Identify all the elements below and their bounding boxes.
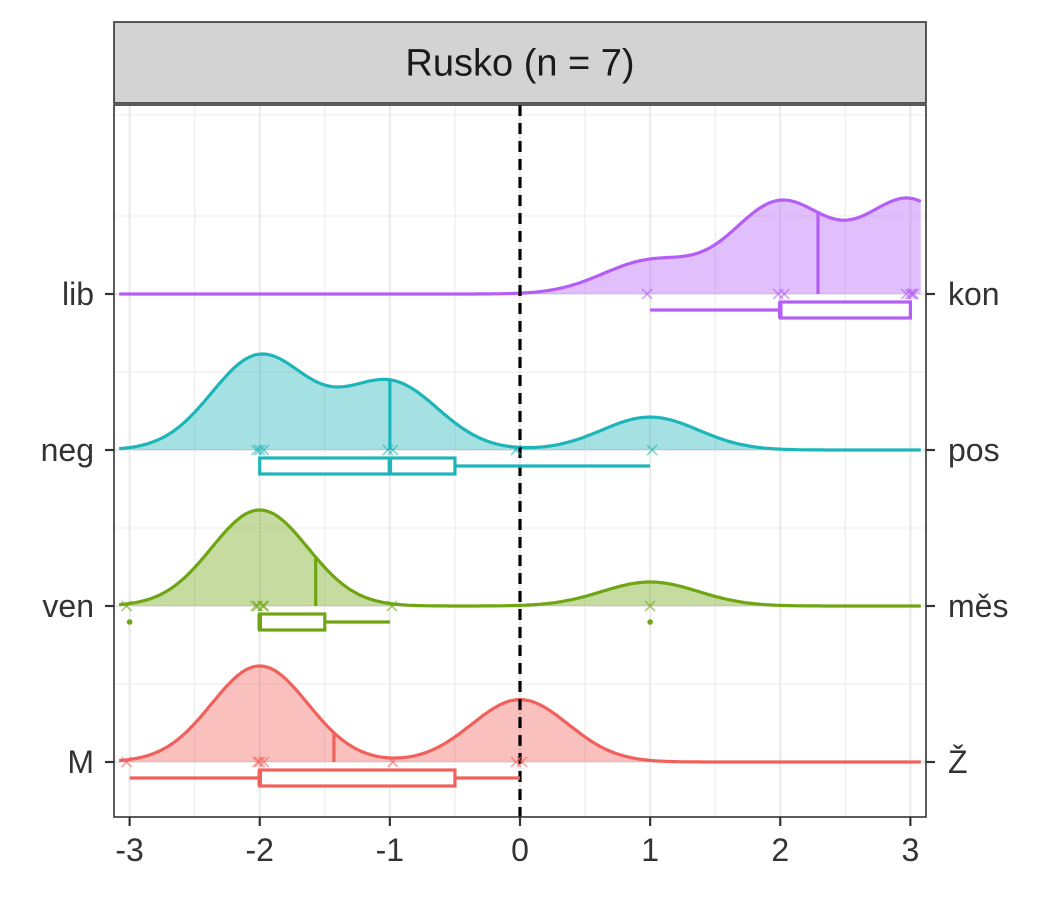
data-point [252,600,264,612]
data-point [252,756,264,768]
data-point [904,288,917,300]
data-point [120,756,133,768]
data-point [258,444,270,456]
data-point-stroke [386,600,398,612]
data-point-stroke [120,600,133,612]
data-point-stroke [644,600,656,612]
x-tick-label: -1 [376,832,404,868]
data-point-stroke [120,756,133,768]
x-tick-label: 0 [511,832,529,868]
data-point [510,444,522,456]
data-point [641,288,653,300]
y-label-right: měs [948,588,1008,624]
data-point [386,600,398,612]
y-label-right: kon [948,276,1000,312]
data-point-stroke [258,444,270,456]
density-area [119,198,921,294]
x-tick-label: -3 [115,832,143,868]
data-point-stroke [250,600,262,612]
data-point [250,600,262,612]
data-point-stroke [641,288,653,300]
data-point-stroke [254,756,266,768]
data-point-stroke [904,288,917,300]
y-label-left: ven [42,588,94,624]
points-and-boxplots [120,288,920,788]
data-point-stroke [906,288,919,300]
boxplot-outlier [126,619,133,625]
boxplot-box [258,456,457,476]
data-point-stroke [387,756,399,768]
data-point [254,444,266,456]
data-point [646,444,658,456]
data-point-stroke [510,444,522,456]
data-point [382,444,394,456]
data-point-stroke [252,600,264,612]
boxplot-box [258,768,457,788]
data-point [254,756,266,768]
data-point [387,444,399,456]
x-tick-label: 2 [771,832,789,868]
data-point [120,600,133,612]
y-label-right: pos [948,432,1000,468]
density-layer [119,196,922,764]
density-curve [119,508,921,608]
y-label-left: M [67,744,94,780]
data-point-stroke [252,756,264,768]
data-point [644,600,656,612]
data-point [906,288,919,300]
y-label-left: lib [62,276,94,312]
density-area [119,666,921,762]
boxplot-box [258,612,327,632]
facet-strip: Rusko (n = 7) [113,21,927,104]
data-point-stroke [382,444,394,456]
data-point-stroke [254,444,266,456]
facet-title: Rusko (n = 7) [405,43,634,85]
y-label-right: Ž [948,744,968,780]
density-area [119,510,921,606]
boxplot-box [778,300,912,320]
data-point [387,756,399,768]
data-point-stroke [646,444,658,456]
data-point-stroke [516,756,528,768]
y-label-left: neg [41,432,94,468]
data-point-stroke [772,288,784,300]
x-tick-label: -2 [246,832,274,868]
data-point-stroke [387,444,399,456]
density-area [119,354,921,450]
boxplot-outlier [647,619,653,625]
x-tick-label: 3 [901,832,919,868]
data-point [772,288,784,300]
x-tick-label: 1 [641,832,659,868]
data-point [516,756,528,768]
facet-strip-background [113,21,927,104]
